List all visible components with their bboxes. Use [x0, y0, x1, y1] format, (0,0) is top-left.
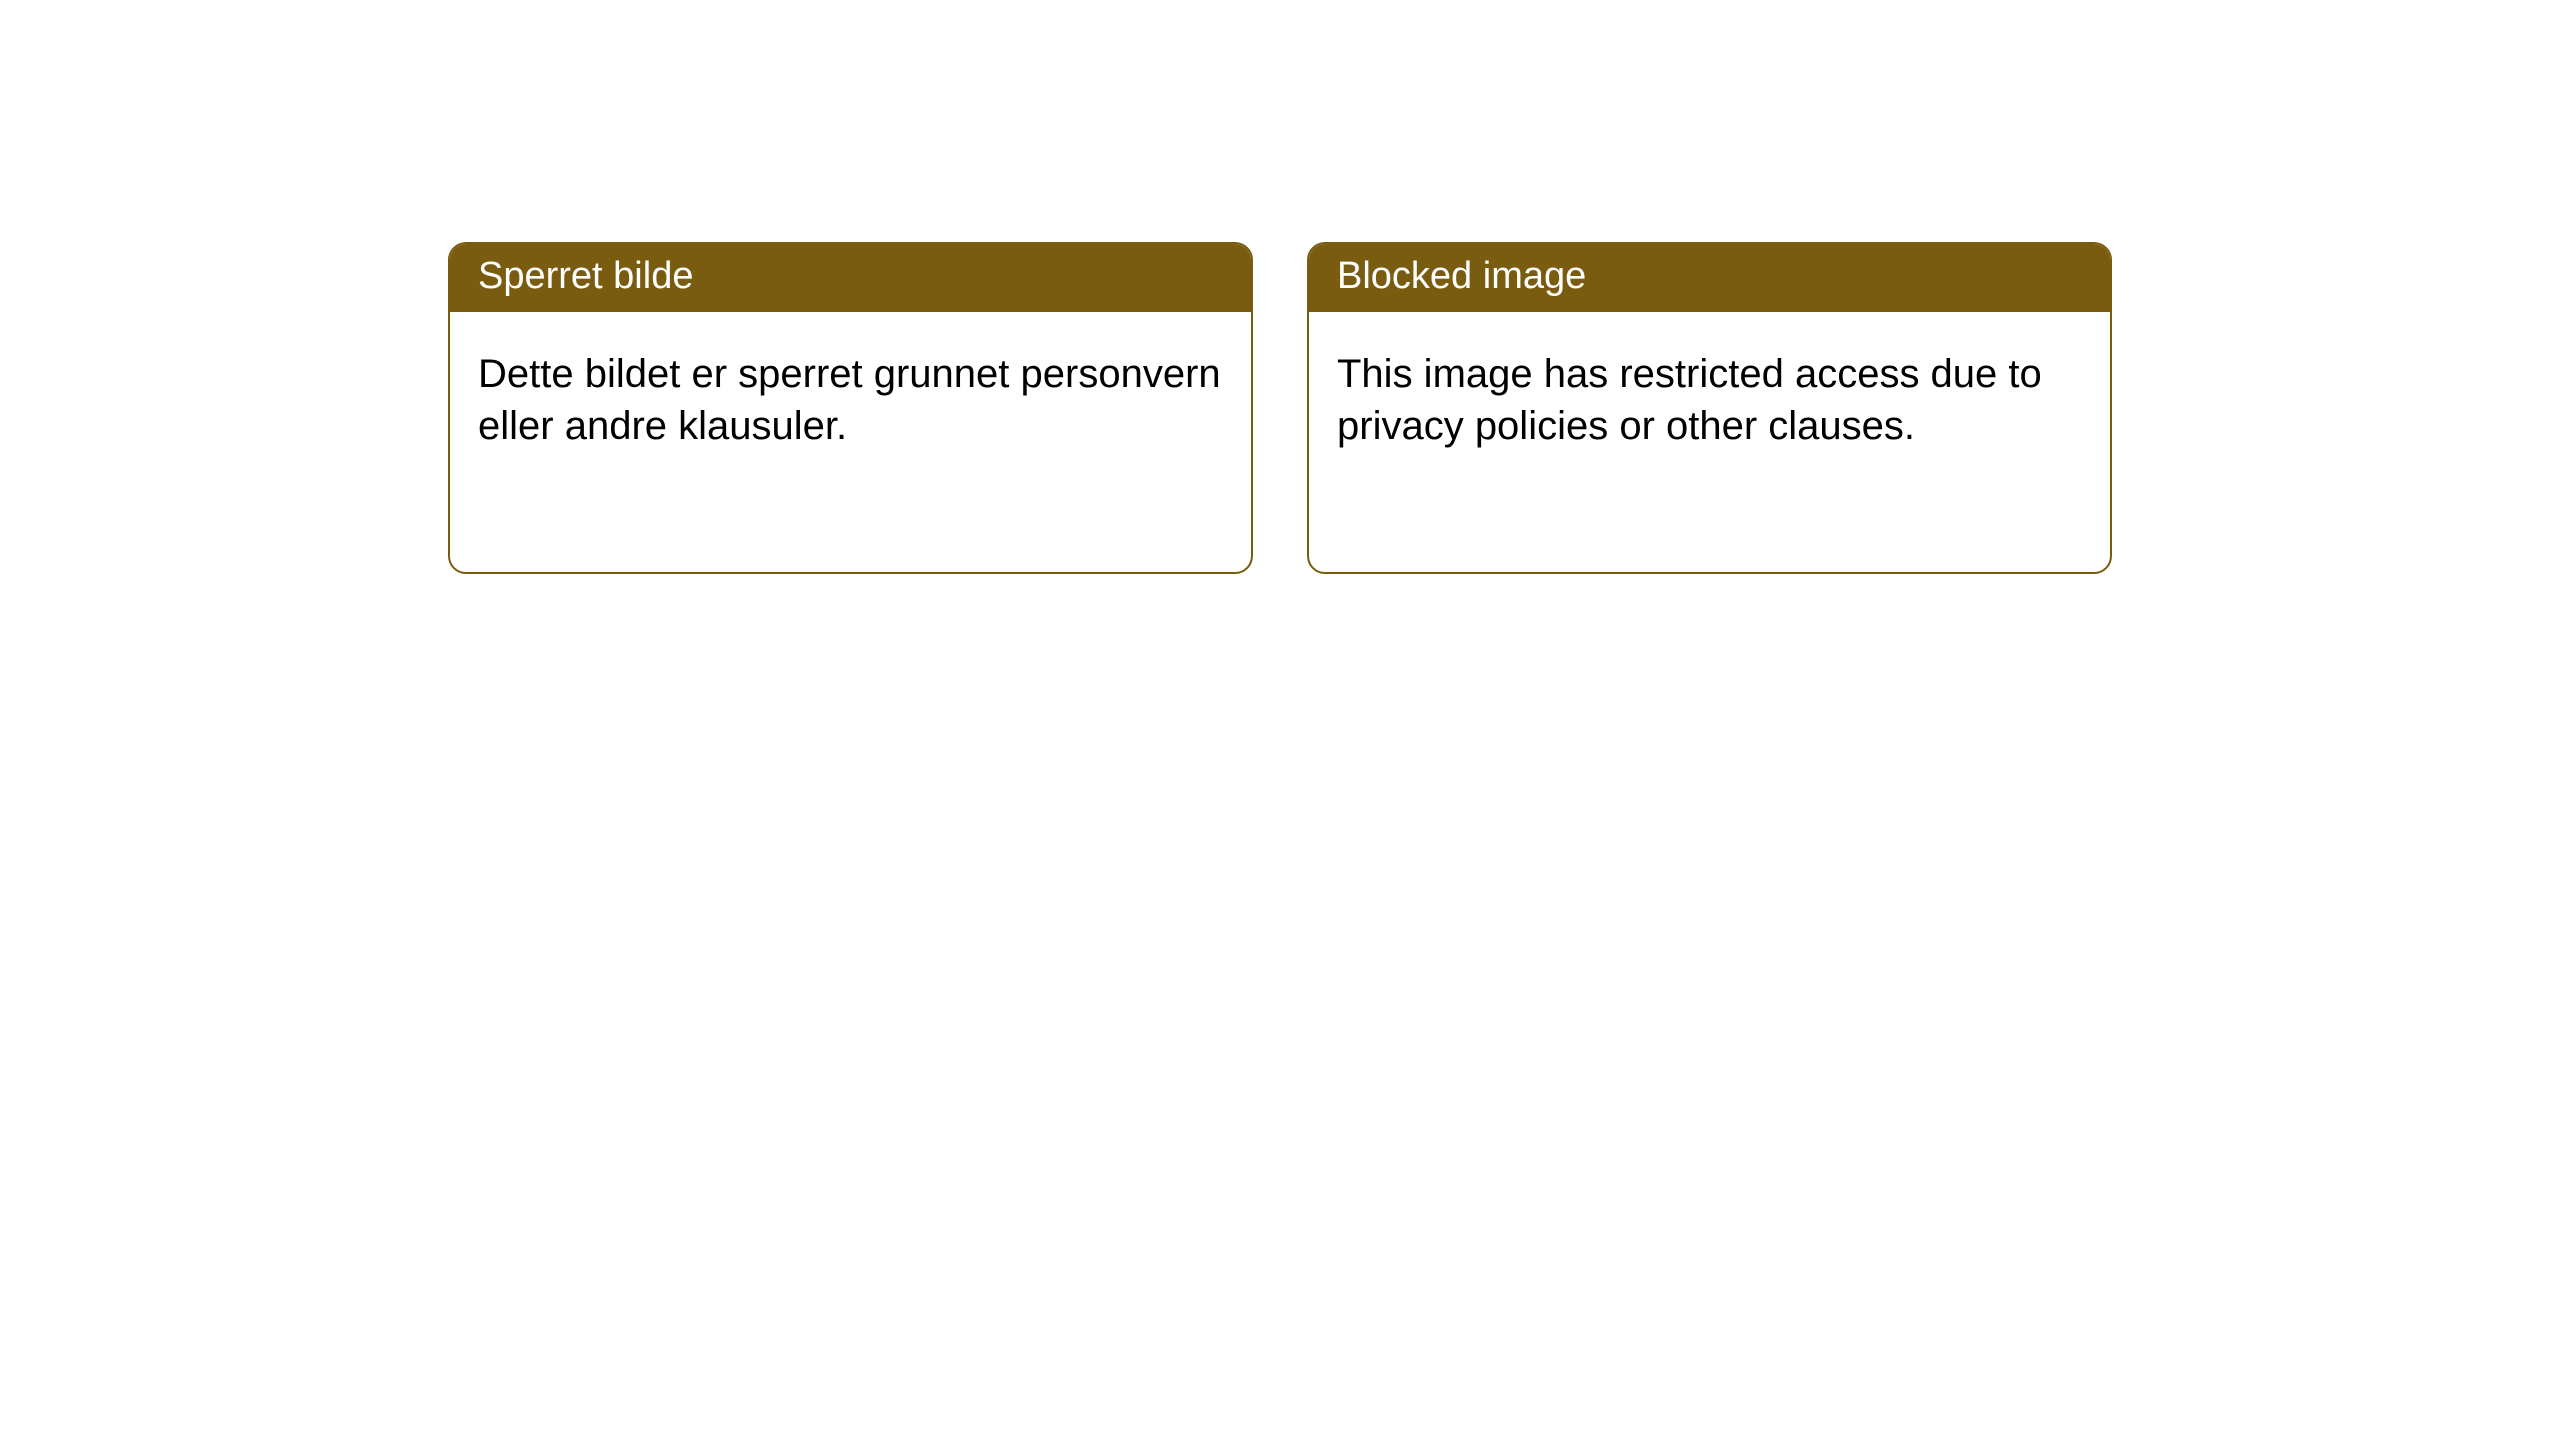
card-header: Blocked image	[1309, 244, 2110, 312]
card-body-text: This image has restricted access due to …	[1337, 352, 2042, 448]
card-body-text: Dette bildet er sperret grunnet personve…	[478, 352, 1221, 448]
card-body: Dette bildet er sperret grunnet personve…	[450, 312, 1251, 488]
card-header: Sperret bilde	[450, 244, 1251, 312]
card-header-text: Sperret bilde	[478, 255, 693, 297]
card-header-text: Blocked image	[1337, 255, 1586, 297]
card-body: This image has restricted access due to …	[1309, 312, 2110, 488]
notice-card-english: Blocked image This image has restricted …	[1307, 242, 2112, 574]
notice-card-norwegian: Sperret bilde Dette bildet er sperret gr…	[448, 242, 1253, 574]
notice-cards-container: Sperret bilde Dette bildet er sperret gr…	[448, 242, 2560, 574]
